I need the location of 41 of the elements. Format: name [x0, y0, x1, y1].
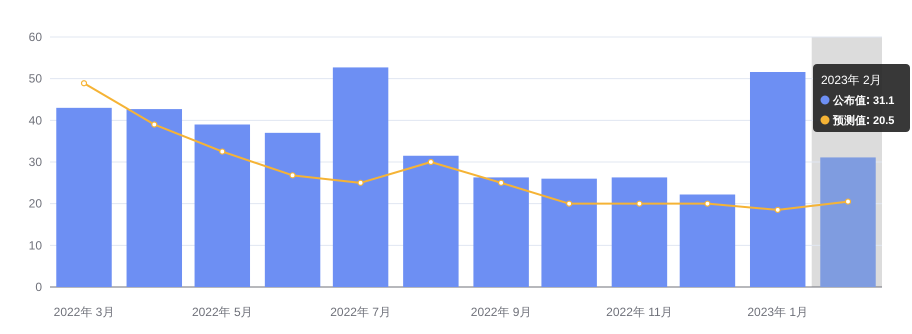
y-tick-label: 20: [28, 196, 42, 211]
y-tick-label: 40: [28, 113, 42, 128]
point: [80, 80, 88, 86]
x-tick-label: 2023年 1月: [747, 305, 808, 319]
annotation: 31.1: [873, 95, 894, 107]
bar: [680, 194, 736, 287]
bar: [332, 67, 388, 287]
bar: [56, 108, 112, 287]
point: [219, 148, 226, 155]
bar: [750, 72, 806, 287]
y-tick-label: 50: [28, 72, 42, 86]
annotation: 2023年 2月: [821, 73, 882, 87]
point: [498, 180, 504, 186]
y-tick-label: 30: [28, 155, 42, 169]
bar: [194, 124, 250, 287]
y-tick-label: 60: [28, 30, 42, 44]
bar: [541, 178, 597, 287]
bar: [403, 156, 459, 287]
x-tick-label: 2022年 3月: [54, 305, 114, 319]
point: [357, 180, 364, 186]
bar: [126, 109, 182, 287]
x-tick-label: 2022年 5月: [192, 305, 253, 319]
bar: [473, 177, 529, 287]
annotation: 20.5: [873, 115, 894, 127]
point: [289, 172, 296, 178]
x-tick-label: 2022年 11月: [606, 305, 673, 319]
legend-label: 预测值: [832, 114, 866, 127]
x-tick-label: 2022年 7月: [330, 305, 391, 319]
point: [151, 121, 158, 128]
point: [428, 158, 434, 166]
bar: [612, 177, 668, 287]
bar: [264, 132, 320, 287]
x-tick-label: 2022年 9月: [470, 305, 532, 319]
point: [774, 206, 781, 214]
point: [636, 200, 643, 207]
legend-label: 公布值: [832, 94, 866, 107]
point: [566, 200, 572, 207]
point: [844, 198, 852, 205]
point: [704, 200, 711, 207]
y-tick-label: 10: [28, 238, 42, 252]
y-tick-label: 0: [35, 280, 42, 294]
